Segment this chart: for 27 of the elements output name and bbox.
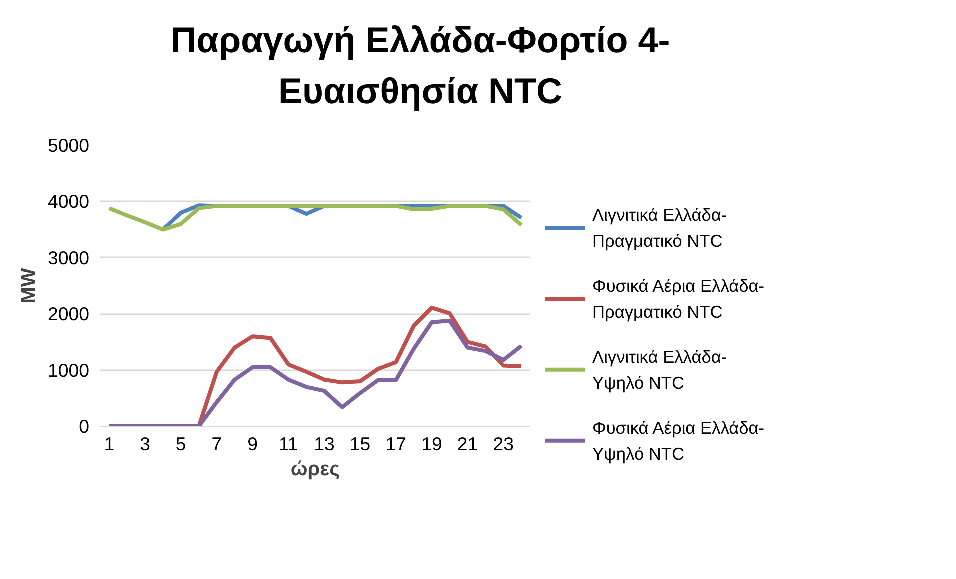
y-tick-label: 5000 — [48, 135, 90, 156]
y-axis-title: MW — [18, 268, 40, 304]
chart-title: Παραγωγή Ελλάδα-Φορτίο 4- Ευαισθησία NTC — [170, 19, 670, 112]
y-tick-label: 2000 — [48, 304, 90, 325]
line-series — [107, 318, 524, 426]
y-tick-label: 4000 — [48, 191, 90, 212]
x-tick-label: 11 — [278, 434, 298, 454]
x-tick-label: 21 — [457, 434, 478, 454]
x-tick-label: 1 — [104, 434, 115, 454]
x-tick-label: 7 — [212, 434, 222, 454]
legend-label: Λιγνιτικά Ελλάδα-Υψηλό NTC — [592, 346, 728, 393]
y-tick-label: 1000 — [48, 360, 90, 381]
x-axis-title: ώρες — [290, 458, 340, 480]
line-series — [197, 306, 524, 426]
x-tick-label: 19 — [422, 434, 442, 454]
x-tick-label: 5 — [176, 434, 186, 454]
x-tick-label: 13 — [314, 434, 335, 454]
x-tick-label: 23 — [493, 434, 514, 454]
legend-label: Φυσικά Αέρια Ελλάδα-Πραγματικό NTC — [592, 276, 765, 322]
y-tick-label: 0 — [79, 416, 90, 437]
legend-label: Φυσικά Αέρια Ελλάδα-Υψηλό NTC — [592, 418, 765, 464]
x-tick-label: 9 — [248, 434, 258, 454]
legend-label: Λιγνιτικά Ελλάδα-Πραγματικό NTC — [592, 205, 728, 251]
x-tick-label: 15 — [350, 434, 371, 454]
y-tick-label: 3000 — [48, 247, 90, 268]
x-tick-label: 3 — [140, 434, 150, 454]
x-tick-label: 17 — [386, 434, 407, 454]
